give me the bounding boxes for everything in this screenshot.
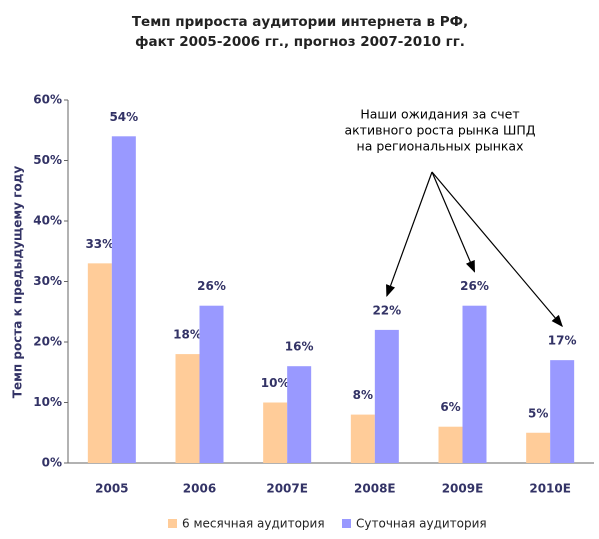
legend-swatch xyxy=(168,519,177,528)
y-axis-label: Темп роста к предыдущему году xyxy=(11,166,25,399)
value-label: 26% xyxy=(197,279,226,293)
bar xyxy=(526,432,551,463)
bar xyxy=(175,354,200,463)
annotation: на региональных рынках xyxy=(357,139,524,154)
value-label: 18% xyxy=(173,328,202,342)
bar xyxy=(263,402,288,463)
x-tick-label: 2006 xyxy=(183,482,216,496)
value-label: 5% xyxy=(528,406,548,420)
legend-label: Суточная аудитория xyxy=(356,517,487,531)
x-tick-label: 2010E xyxy=(529,482,571,496)
bar xyxy=(87,263,112,463)
value-label: 17% xyxy=(548,334,577,348)
y-tick-label: 10% xyxy=(33,395,62,409)
x-tick-label: 2008E xyxy=(354,482,396,496)
x-tick-label: 2005 xyxy=(95,482,128,496)
bar xyxy=(374,329,399,463)
value-label: 6% xyxy=(440,400,460,414)
bar xyxy=(550,360,575,463)
value-label: 33% xyxy=(85,237,114,251)
x-tick-label: 2007E xyxy=(266,482,308,496)
value-label: 22% xyxy=(372,303,401,317)
value-label: 26% xyxy=(460,279,489,293)
arrow xyxy=(431,171,563,328)
arrow xyxy=(431,171,476,273)
bar xyxy=(287,366,312,463)
x-tick-label: 2009E xyxy=(442,482,484,496)
chart-title: Темп прироста аудитории интернета в РФ, xyxy=(132,14,468,30)
y-tick-label: 40% xyxy=(33,214,62,228)
value-label: 8% xyxy=(353,388,373,402)
y-tick-label: 20% xyxy=(33,335,62,349)
value-label: 54% xyxy=(109,110,138,124)
legend-swatch xyxy=(342,519,351,528)
bar xyxy=(438,426,463,463)
y-tick-label: 30% xyxy=(33,274,62,288)
legend-label: 6 месячная аудитория xyxy=(182,517,325,531)
value-label: 16% xyxy=(285,340,314,354)
bar xyxy=(462,305,487,463)
chart-title: факт 2005-2006 гг., прогноз 2007-2010 гг… xyxy=(135,34,465,50)
y-tick-label: 0% xyxy=(42,456,62,470)
annotation: Наши ожидания за счет xyxy=(360,107,519,122)
bar xyxy=(111,136,136,464)
bar xyxy=(350,414,375,463)
annotation: активного роста рынка ШПД xyxy=(344,123,535,138)
arrow xyxy=(386,171,433,298)
y-tick-label: 60% xyxy=(33,93,62,107)
y-tick-label: 50% xyxy=(33,153,62,167)
bar xyxy=(199,305,224,463)
value-label: 10% xyxy=(261,376,290,390)
